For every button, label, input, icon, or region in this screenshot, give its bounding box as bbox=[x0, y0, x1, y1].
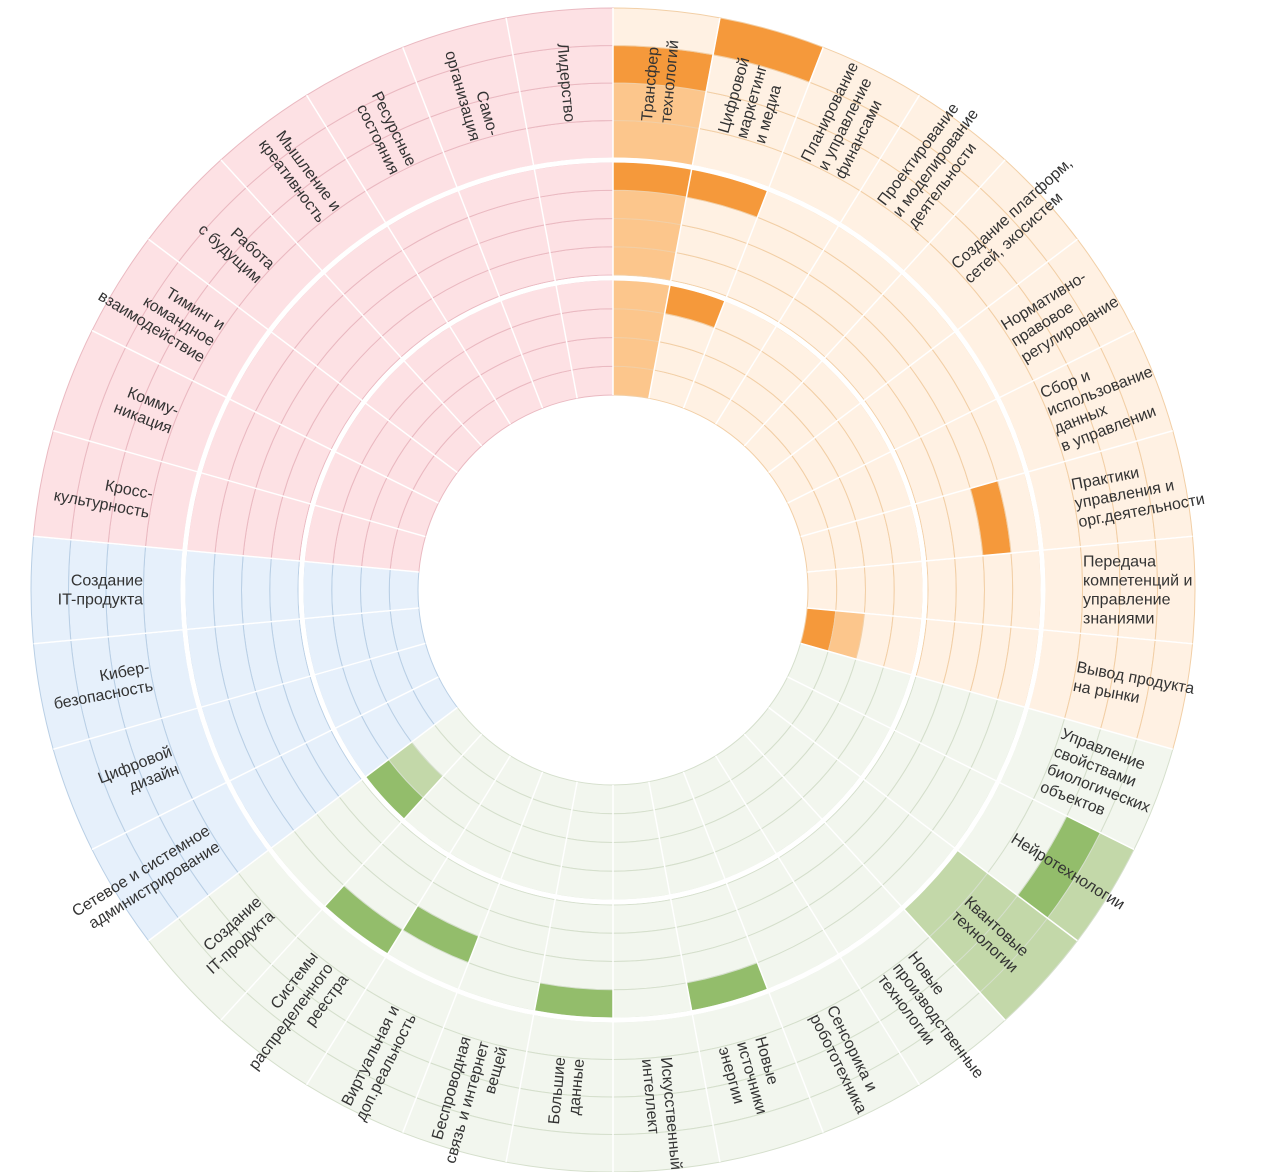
sector-divider bbox=[768, 238, 1078, 474]
sector-divider bbox=[800, 642, 1173, 750]
cell-17-ring3-level2 bbox=[612, 809, 660, 844]
cell-9-ring3-level4 bbox=[892, 560, 924, 620]
cell-26-ring3-level3 bbox=[331, 563, 363, 617]
cell-17-ring3-level4 bbox=[612, 865, 671, 901]
cell-18-ring3-level2 bbox=[566, 809, 614, 844]
sector-divider bbox=[743, 733, 1006, 1021]
sector-divider bbox=[402, 47, 544, 409]
cell-17-ring1-level4 bbox=[612, 1124, 721, 1172]
sector-divider bbox=[220, 733, 483, 1021]
cell-9-ring2-level3 bbox=[982, 552, 1014, 628]
sector-divider bbox=[148, 238, 458, 474]
ring-gaps-layer bbox=[180, 157, 1046, 1023]
sector-divider bbox=[505, 17, 578, 399]
segment-label-9: Передача компетенций и управление знаниями bbox=[1083, 554, 1192, 628]
sector-divider bbox=[53, 430, 426, 538]
cell-26-ring1-level1 bbox=[143, 546, 184, 634]
cell-18-ring3-level1 bbox=[571, 781, 614, 815]
cell-26-ring1-level2 bbox=[105, 542, 147, 638]
cell-26-ring2-level2 bbox=[241, 555, 272, 625]
cell-1-ring3-level4 bbox=[612, 279, 671, 315]
sector-divider bbox=[648, 781, 721, 1163]
cell-26-ring2-level1 bbox=[269, 557, 300, 623]
cell-1-ring3-level1 bbox=[612, 365, 655, 399]
cell-1-ring3-level2 bbox=[612, 336, 660, 371]
cell-9-ring3-level2 bbox=[835, 566, 866, 614]
sector-divider bbox=[787, 676, 1135, 851]
cell-9-ring2-level4 bbox=[1010, 549, 1042, 631]
cell-26-ring1-level4 bbox=[30, 535, 72, 645]
cell-26-ring3-level4 bbox=[302, 560, 334, 620]
sector-divider bbox=[682, 47, 824, 409]
sector-divider bbox=[807, 535, 1193, 573]
segment-label-18: Большиеданные bbox=[546, 1056, 588, 1127]
cell-18-ring3-level3 bbox=[560, 837, 614, 872]
cells-layer bbox=[30, 7, 1196, 1172]
cell-18-ring2-level1 bbox=[549, 899, 614, 934]
cell-1-ring2-level1 bbox=[612, 246, 677, 281]
segment-label-8: Практикиуправления иорг.деятельности bbox=[1070, 454, 1206, 532]
sector-divider bbox=[715, 94, 921, 425]
cell-26-ring3-level2 bbox=[360, 566, 391, 614]
cell-9-ring2-level1 bbox=[926, 557, 957, 623]
sector-divider bbox=[648, 17, 721, 399]
sector-divider bbox=[305, 755, 511, 1086]
cell-9-ring1-level4 bbox=[1154, 535, 1196, 645]
sector-divider bbox=[807, 607, 1193, 645]
cell-26-ring2-level4 bbox=[184, 549, 216, 631]
cell-1-ring3-level3 bbox=[612, 308, 666, 343]
cell-9-ring3-level3 bbox=[863, 563, 895, 617]
cell-26-ring3-level1 bbox=[388, 568, 420, 612]
sector-divider bbox=[715, 755, 921, 1086]
cell-9-ring1-level1 bbox=[1042, 546, 1083, 634]
cell-17-ring3-level1 bbox=[612, 781, 655, 815]
sector-divider bbox=[33, 535, 419, 573]
cell-34-ring3-level4 bbox=[555, 279, 614, 315]
ring-gap-1 bbox=[180, 157, 1046, 1023]
cell-26-ring1-level3 bbox=[67, 539, 109, 641]
sector-divider bbox=[220, 159, 483, 447]
sector-divider bbox=[743, 159, 1006, 447]
sector-divider bbox=[53, 642, 426, 750]
cell-34-ring3-level3 bbox=[560, 308, 614, 343]
cell-9-ring2-level2 bbox=[954, 555, 985, 625]
cell-17-ring2-level1 bbox=[612, 899, 677, 934]
cell-17-ring3-level3 bbox=[612, 837, 666, 872]
segment-label-26: Создание IT-продукта bbox=[58, 573, 143, 609]
sector-divider bbox=[682, 771, 824, 1133]
sector-divider bbox=[768, 706, 1078, 942]
cell-26-ring2-level3 bbox=[212, 552, 244, 628]
cell-18-ring3-level4 bbox=[555, 865, 614, 901]
sector-rays-layer bbox=[33, 8, 1193, 1172]
sector-divider bbox=[800, 430, 1173, 538]
ring-gap-2 bbox=[298, 275, 928, 905]
sector-divider bbox=[402, 771, 544, 1133]
sector-divider bbox=[33, 607, 419, 645]
sector-divider bbox=[305, 94, 511, 425]
sector-divider bbox=[787, 329, 1135, 504]
cell-9-ring3-level1 bbox=[806, 568, 838, 612]
sector-divider bbox=[91, 676, 439, 851]
sector-divider bbox=[505, 781, 578, 1163]
sector-divider bbox=[148, 706, 458, 942]
cell-34-ring3-level2 bbox=[566, 336, 614, 371]
sector-divider bbox=[91, 329, 439, 504]
cell-34-ring2-level1 bbox=[549, 246, 614, 281]
cell-34-ring3-level1 bbox=[571, 365, 614, 399]
